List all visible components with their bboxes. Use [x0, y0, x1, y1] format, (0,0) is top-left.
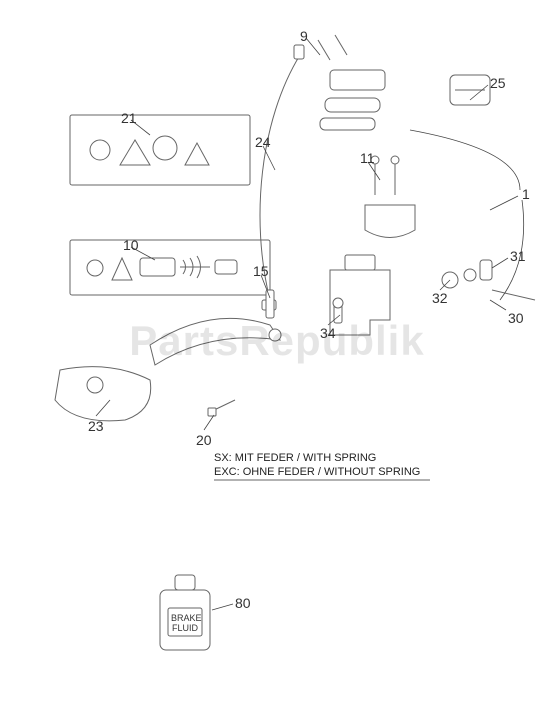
callout-32: 32	[432, 290, 448, 306]
callout-11: 11	[360, 150, 375, 166]
callout-10: 10	[123, 237, 139, 253]
callout-31: 31	[510, 248, 526, 264]
exploded-diagram: PartsRepublik 19101115202123242530313234…	[0, 0, 554, 711]
callout-15: 15	[253, 263, 269, 279]
variant-note-line1: SX: MIT FEDER / WITH SPRING	[214, 452, 376, 464]
variant-note-line2: EXC: OHNE FEDER / WITHOUT SPRING	[214, 466, 420, 478]
callout-30: 30	[508, 310, 524, 326]
callout-21: 21	[121, 110, 137, 126]
callout-34: 34	[320, 325, 336, 341]
callout-20: 20	[196, 432, 212, 448]
parts-svg	[0, 0, 554, 711]
callout-25: 25	[490, 75, 506, 91]
callout-23: 23	[88, 418, 104, 434]
callout-80: 80	[235, 595, 251, 611]
callout-1: 1	[522, 186, 530, 202]
brake-fluid-label: BRAKE FLUID	[171, 614, 199, 634]
callout-9: 9	[300, 28, 308, 44]
callout-24: 24	[255, 134, 271, 150]
